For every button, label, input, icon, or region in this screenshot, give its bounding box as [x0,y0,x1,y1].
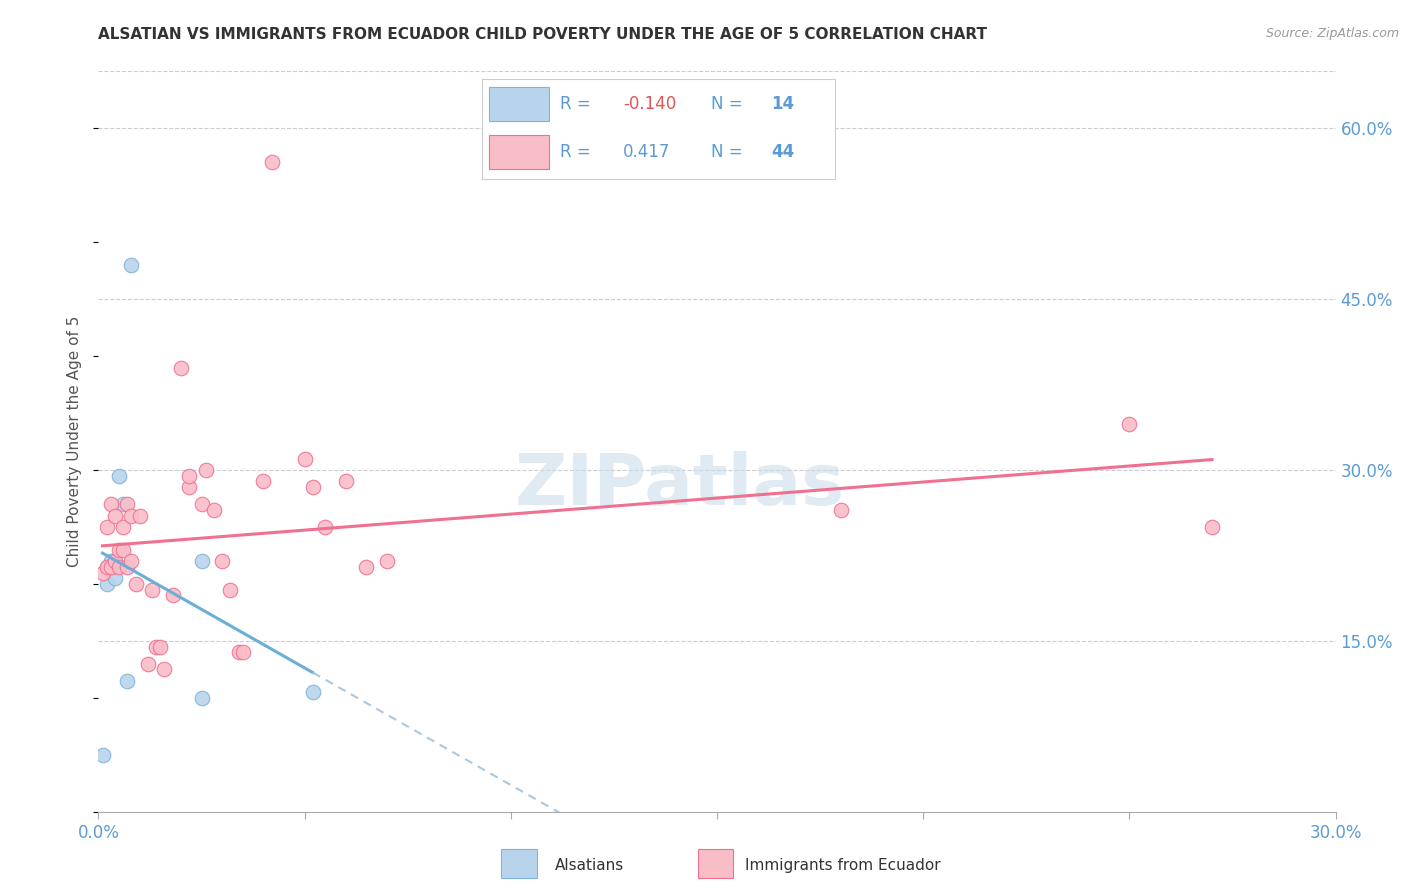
Point [162,588,184,602]
Point [375,554,398,568]
Point [302,685,325,699]
Point [190,554,212,568]
Bar [501,849,537,878]
Point [112,542,135,557]
Point [91,566,114,580]
Point [91,747,114,762]
Point [120,508,142,523]
Text: ZIPatlas: ZIPatlas [515,451,845,520]
Point [314,520,336,534]
Point [260,155,283,169]
Point [232,645,254,659]
Point [252,475,274,489]
Point [294,451,316,466]
Point [179,468,201,483]
Point [104,571,127,585]
Point [302,480,325,494]
Point [149,640,172,654]
Point [96,559,118,574]
Point [104,559,127,574]
Point [145,640,167,654]
Point [100,559,122,574]
Point [830,503,852,517]
Point [120,258,142,272]
Point [100,559,122,574]
Text: Alsatians: Alsatians [555,858,624,872]
Point [219,582,242,597]
Y-axis label: Child Poverty Under the Age of 5: Child Poverty Under the Age of 5 [67,316,83,567]
Point [100,497,122,511]
Point [136,657,159,671]
Point [112,497,135,511]
Point [1201,520,1223,534]
Point [179,480,201,494]
Point [108,559,131,574]
Point [153,662,176,676]
Point [108,468,131,483]
Point [117,673,139,688]
Point [190,690,212,705]
Text: Source: ZipAtlas.com: Source: ZipAtlas.com [1265,27,1399,40]
Point [96,577,118,591]
Bar [697,849,734,878]
Point [120,554,142,568]
Point [170,360,193,375]
Point [356,559,378,574]
Point [211,554,233,568]
Point [141,582,163,597]
Point [202,503,225,517]
Point [190,497,212,511]
Point [128,508,150,523]
Point [112,520,135,534]
Point [194,463,217,477]
Point [228,645,250,659]
Point [100,554,122,568]
Point [117,559,139,574]
Point [104,508,127,523]
Text: ALSATIAN VS IMMIGRANTS FROM ECUADOR CHILD POVERTY UNDER THE AGE OF 5 CORRELATION: ALSATIAN VS IMMIGRANTS FROM ECUADOR CHIL… [98,27,987,42]
Text: Immigrants from Ecuador: Immigrants from Ecuador [745,858,941,872]
Point [108,542,131,557]
Point [96,559,118,574]
Point [1118,417,1140,432]
Point [104,554,127,568]
Point [335,475,357,489]
Point [117,497,139,511]
Point [124,577,146,591]
Point [96,520,118,534]
